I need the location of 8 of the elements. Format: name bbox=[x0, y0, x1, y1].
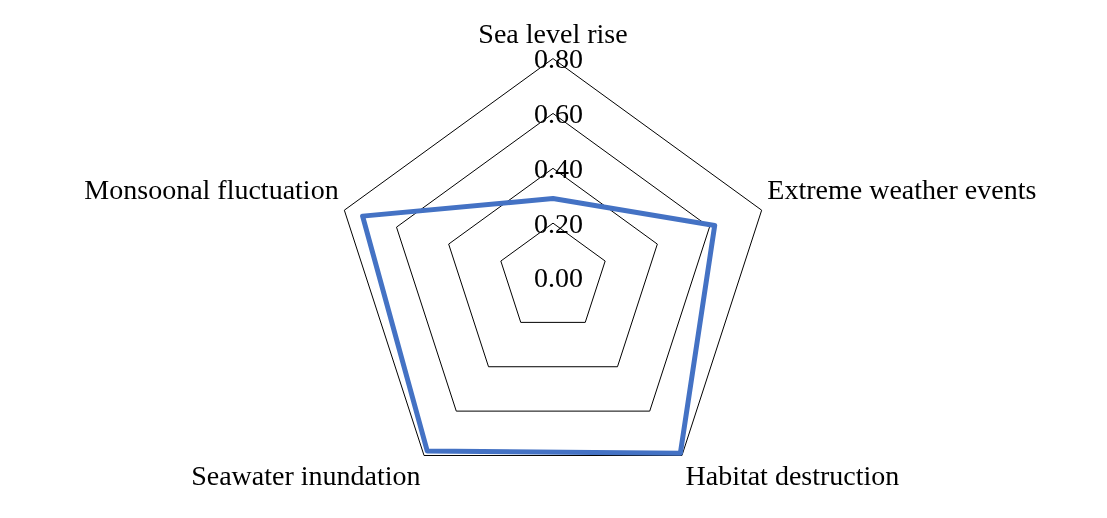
y-tick-label: 0.40 bbox=[534, 152, 583, 184]
spoke-label: Habitat destruction bbox=[685, 459, 900, 491]
spoke-label: Extreme weather events bbox=[767, 173, 1037, 205]
y-tick-label: 0.00 bbox=[534, 262, 583, 294]
spoke-label: Monsoonal fluctuation bbox=[84, 173, 339, 205]
y-tick-label: 0.20 bbox=[534, 207, 583, 239]
spoke-label: Seawater inundation bbox=[191, 459, 421, 491]
y-tick-label: 0.60 bbox=[534, 97, 583, 129]
